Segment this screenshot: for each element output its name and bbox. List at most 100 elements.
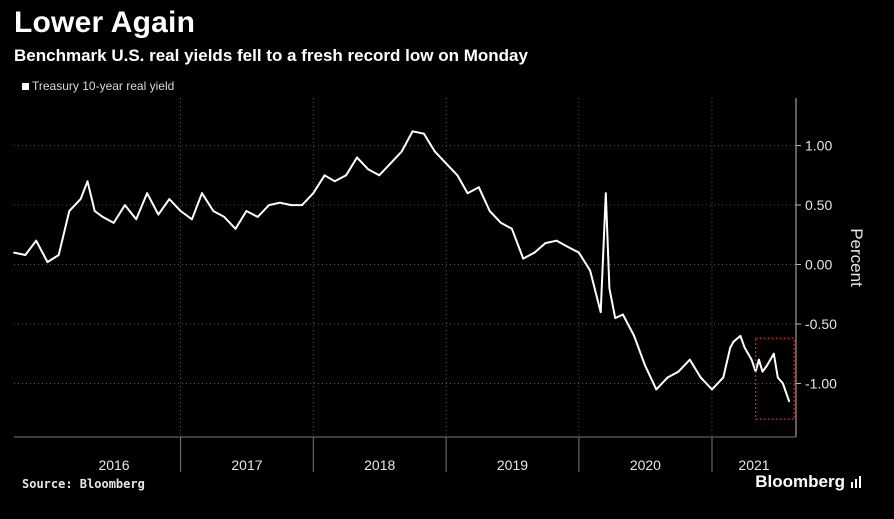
legend-entry: Treasury 10-year real yield [32,79,175,93]
data-point [633,335,635,337]
data-point [477,186,480,189]
data-point [46,261,49,263]
data-point [544,242,547,245]
chart-subtitle: Benchmark U.S. real yields fell to a fre… [14,46,528,65]
data-point [699,376,702,379]
data-point [179,210,182,212]
data-point [739,335,742,337]
x-tick-label: 2020 [630,457,661,473]
data-point [400,150,403,153]
data-point [389,162,392,165]
data-point [312,192,315,195]
series-line [13,130,791,402]
data-point [345,174,347,177]
data-point [445,162,447,165]
legend: Treasury 10-year real yield [22,79,174,93]
data-point [511,227,513,230]
legend-swatch [22,82,29,90]
data-point [761,370,764,373]
data-point [356,156,358,159]
data-point [604,192,607,195]
data-point [157,213,160,216]
data-point [758,358,760,361]
data-point [488,210,491,212]
data-point [688,358,691,361]
data-point [212,210,215,212]
data-point [666,376,669,379]
y-tick-label: -0.50 [805,316,837,332]
data-point [168,198,171,201]
data-point [578,251,580,254]
x-tick-label: 2019 [497,457,528,473]
data-point [191,218,193,221]
data-point [68,210,71,212]
data-point [766,364,768,367]
data-point [101,216,104,218]
x-tick-label: 2016 [98,457,129,473]
brand-name: Bloomberg [755,472,845,491]
y-tick-label: 0.00 [805,257,832,273]
data-point [24,254,27,256]
data-point [772,352,775,355]
data-point [323,174,326,177]
data-point [743,346,746,349]
data-point [86,180,89,183]
data-point [522,257,525,260]
data-point [279,201,281,204]
data-point [112,222,115,224]
data-point [256,216,259,218]
data-point [456,174,459,177]
data-point [367,168,370,171]
data-point [411,130,414,133]
data-point [782,382,784,385]
data-point [290,204,293,207]
brand-logo: Bloomberg [755,472,862,492]
data-point [333,180,336,183]
y-tick-label: 0.50 [805,197,832,213]
data-point [466,192,469,195]
y-tick-label: -1.00 [805,375,837,391]
data-point [201,192,203,195]
data-point [614,317,617,319]
data-point [146,192,149,195]
data-point [750,358,753,361]
y-tick-label: 1.00 [805,138,832,154]
data-point [223,216,226,218]
data-point [599,311,602,313]
data-point [57,254,60,256]
chart-title: Lower Again [14,6,196,39]
data-point [301,204,303,207]
data-point [79,198,82,201]
data-point [776,376,779,379]
data-point [589,269,591,272]
y-axis-label: Percent [847,228,866,287]
data-point [608,287,611,290]
data-point [423,132,425,135]
data-point [711,388,713,391]
data-point [622,313,624,316]
bloomberg-terminal-icon [851,476,862,488]
data-point [729,346,732,349]
data-point [234,227,237,230]
data-point [533,251,536,254]
data-point [93,210,96,212]
data-point [655,388,658,391]
data-point [732,340,735,343]
data-point [566,245,569,248]
data-point [245,210,248,212]
data-point [722,376,725,379]
data-point [35,239,38,242]
data-point [677,370,680,373]
data-point [135,218,138,221]
data-point [433,150,436,153]
source-note: Source: Bloomberg [22,477,145,491]
data-point [788,400,790,403]
data-point [555,239,558,242]
data-point [13,251,15,254]
x-tick-label: 2018 [364,457,395,473]
data-point [268,204,270,207]
x-tick-label: 2017 [231,457,262,473]
data-point [500,222,502,224]
data-point [644,364,646,367]
